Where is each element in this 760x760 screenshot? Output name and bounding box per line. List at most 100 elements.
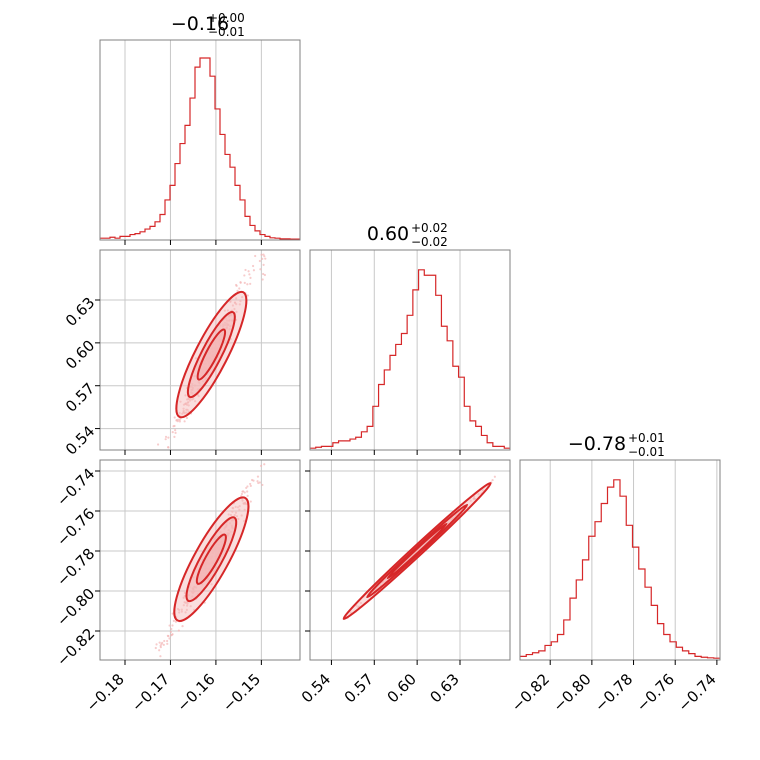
scatter-point [276, 447, 278, 449]
scatter-point [239, 300, 242, 303]
scatter-point [155, 472, 157, 474]
scatter-point [235, 310, 238, 313]
scatter-point [249, 484, 252, 487]
panel-frame [309, 249, 511, 451]
scatter-point [177, 629, 180, 632]
scatter-point [182, 604, 185, 607]
scatter-point [152, 663, 154, 665]
x-tick-label: 0.60 [384, 670, 420, 706]
contour-level [196, 328, 227, 381]
scatter-point [227, 513, 230, 516]
scatter-point [155, 451, 157, 453]
scatter-point [171, 624, 174, 627]
histogram-step-line [520, 479, 720, 659]
scatter-point [186, 408, 189, 411]
scatter-point [262, 253, 265, 256]
y-tick-label: 0.63 [62, 294, 98, 330]
scatter-point [263, 463, 266, 466]
panel-frame [99, 249, 301, 451]
scatter-point [190, 398, 194, 401]
scatter-point [185, 608, 188, 611]
scatter-point [155, 643, 158, 646]
scatter-point [474, 497, 477, 501]
scatter-point [283, 196, 285, 198]
scatter-point [325, 124, 327, 126]
scatter-point [349, 611, 352, 614]
scatter-point [166, 642, 169, 645]
scatter-point [184, 394, 187, 397]
scatter-panel-param-1-vs-0: 0.54 0.57 0.60 0.63 [62, 124, 327, 491]
scatter-point [166, 634, 170, 637]
title-param-2: −0.78 [568, 433, 626, 455]
scatter-point [247, 270, 250, 273]
scatter-point [243, 281, 246, 284]
scatter-point [185, 416, 189, 420]
scatter-point [244, 268, 247, 272]
scatter-point [251, 264, 255, 268]
scatter-point [237, 517, 240, 521]
scatter-point [185, 398, 189, 401]
scatter-point [246, 490, 249, 493]
scatter-point [183, 594, 186, 598]
scatter-point [143, 489, 145, 491]
scatter-point [197, 395, 200, 398]
title-param-1-upper: +0.02 [411, 221, 448, 235]
scatter-point [238, 303, 241, 306]
panel-frame [519, 459, 721, 661]
scatter-point [238, 287, 241, 290]
scatter-point [355, 604, 358, 607]
scatter-point [267, 223, 269, 225]
scatter-point [171, 431, 174, 434]
scatter-point [181, 625, 184, 628]
scatter-point [261, 483, 264, 487]
scatter-point [180, 608, 183, 611]
scatter-point [178, 611, 181, 614]
scatter-point [155, 466, 157, 468]
scatter-point [256, 475, 260, 478]
scatter-point [264, 257, 267, 260]
y-tick-label: −0.82 [53, 625, 98, 670]
scatter-point [250, 478, 254, 482]
scatter-point [248, 273, 251, 276]
x-tick-label: −0.82 [508, 670, 553, 715]
scatter-point [277, 222, 279, 224]
scatter-point [164, 438, 167, 441]
scatter-point [261, 257, 264, 260]
scatter-point [163, 639, 166, 643]
scatter-point [231, 304, 235, 307]
x-tick-label: −0.17 [128, 670, 173, 715]
scatter-point [259, 268, 262, 271]
scatter-point [235, 284, 238, 287]
scatter-point [173, 416, 176, 419]
scatter-point [303, 392, 305, 394]
scatter-point [174, 431, 177, 434]
y-tick-label: 0.57 [62, 379, 98, 415]
histogram-panel-param-0 [99, 39, 301, 245]
x-tick-label: 0.57 [341, 670, 377, 706]
scatter-point [179, 400, 182, 403]
scatter-point [182, 403, 186, 406]
scatter-point [187, 404, 190, 407]
scatter-point [246, 485, 249, 488]
scatter-point [158, 641, 161, 644]
x-tick-label: 0.54 [298, 670, 334, 706]
scatter-point [245, 486, 248, 490]
scatter-point [238, 505, 241, 508]
scatter-point [176, 420, 179, 423]
scatter-point [162, 643, 165, 646]
scatter-point [223, 309, 226, 312]
scatter-point [263, 273, 267, 277]
scatter-point [261, 278, 264, 281]
scatter-point [240, 514, 243, 517]
histogram-panel-param-1 [309, 249, 511, 455]
panel-frame [309, 459, 511, 661]
scatter-point [166, 639, 169, 643]
scatter-point [187, 410, 190, 413]
scatter-point [235, 515, 239, 518]
y-tick-label: −0.80 [53, 585, 98, 630]
title-param-2-lower: −0.01 [628, 445, 665, 459]
title-param-0: −0.16 [171, 13, 229, 35]
panel-frame [99, 459, 301, 661]
x-tick-label: −0.78 [591, 670, 636, 715]
scatter-point [254, 254, 257, 258]
